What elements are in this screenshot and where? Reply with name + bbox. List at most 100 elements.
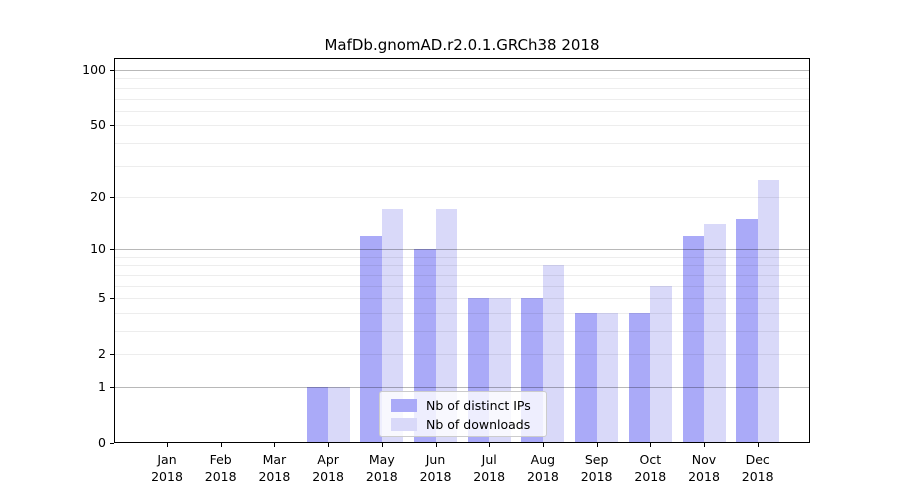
minor-gridline-50 [114, 125, 810, 127]
month-line: Feb [209, 452, 232, 467]
month-line: Mar [262, 452, 287, 467]
x-tick-label-dec: Dec 2018 [726, 451, 790, 485]
minor-gridline-9 [114, 256, 810, 258]
bar-apr-downloads [328, 386, 350, 443]
minor-gridline-4 [114, 312, 810, 314]
x-tick-label-mar: Mar 2018 [242, 451, 306, 485]
bar-may-ips [360, 235, 382, 443]
x-tick-label-sep: Sep 2018 [565, 451, 629, 485]
minor-gridline-5 [114, 298, 810, 300]
bar-dec-downloads [757, 179, 780, 443]
bar-apr-ips [306, 386, 329, 443]
minor-gridline-90 [114, 78, 810, 80]
y-tick-label-20: 20 [90, 188, 106, 204]
year-line: 2018 [204, 469, 237, 484]
x-tickmark-mar [274, 443, 276, 447]
x-tickmark-feb [220, 443, 222, 447]
bar-oct-ips [628, 312, 651, 443]
month-line: Sep [584, 452, 609, 467]
minor-gridline-2 [114, 354, 810, 356]
y-tickmark-0 [110, 443, 114, 444]
y-tick-label-50: 50 [90, 117, 106, 133]
x-tick-label-nov: Nov 2018 [672, 451, 736, 485]
legend-item-ips: Nb of distinct IPs [391, 396, 546, 415]
y-tickmark-10 [110, 249, 114, 251]
x-tick-label-apr: Apr 2018 [296, 451, 360, 485]
legend-label-distinct-ips: Nb of distinct IPs [426, 398, 531, 413]
year-line: 2018 [580, 469, 613, 484]
month-line: Oct [639, 452, 662, 467]
bar-nov-ips [682, 235, 704, 443]
minor-gridline-30 [114, 165, 810, 167]
y-tick-label-5: 5 [98, 290, 106, 306]
minor-gridline-3 [114, 331, 810, 332]
bar-dec-ips [736, 218, 758, 443]
chart-title: MafDb.gnomAD.r2.0.1.GRCh38 2018 [324, 36, 600, 54]
legend-label-downloads: Nb of downloads [426, 417, 531, 432]
y-tick-label-100: 100 [82, 62, 106, 77]
minor-gridline-6 [114, 285, 810, 287]
minor-gridline-60 [114, 110, 810, 112]
y-tick-label-2: 2 [98, 346, 106, 362]
month-line: Nov [691, 452, 717, 467]
y-tickmark-100 [110, 70, 114, 71]
y-tickmark-5 [110, 298, 114, 300]
month-line: Jan [157, 452, 177, 467]
major-gridline-1 [114, 387, 810, 388]
bar-aug-downloads [542, 265, 565, 443]
year-line: 2018 [634, 469, 667, 484]
minor-gridline-7 [114, 274, 810, 276]
minor-gridline-80 [114, 87, 810, 89]
y-tickmark-2 [110, 354, 114, 356]
minor-gridline-40 [114, 142, 810, 144]
year-line: 2018 [151, 469, 183, 484]
year-line: 2018 [473, 469, 506, 484]
month-line: Apr [317, 452, 339, 467]
y-tickmark-50 [110, 125, 114, 127]
x-tickmark-jun [435, 443, 437, 447]
x-tickmark-oct [650, 443, 652, 447]
x-tickmark-jan [167, 443, 168, 447]
x-tickmark-nov [704, 443, 705, 447]
y-tick-label-10: 10 [90, 241, 106, 257]
x-tick-label-jul: Jul 2018 [457, 451, 521, 485]
x-tick-label-feb: Feb 2018 [189, 451, 253, 485]
bar-jun-downloads [435, 209, 457, 443]
legend-item-downloads: Nb of downloads [391, 415, 546, 434]
year-line: 2018 [526, 469, 559, 484]
month-line: Dec [745, 452, 770, 467]
x-tickmark-may [381, 443, 383, 447]
year-line: 2018 [365, 469, 398, 484]
bar-sep-downloads [596, 312, 619, 443]
year-line: 2018 [312, 469, 344, 484]
plot-area [114, 58, 810, 443]
x-tick-label-oct: Oct 2018 [618, 451, 682, 485]
x-tickmark-sep [596, 443, 598, 447]
y-tickmark-1 [110, 387, 114, 388]
y-tick-label-1: 1 [98, 379, 106, 394]
legend-swatch-downloads [391, 418, 417, 431]
y-tick-label-0: 0 [98, 435, 106, 450]
minor-gridline-20 [114, 196, 810, 198]
x-tickmark-apr [328, 443, 330, 447]
major-gridline-10 [114, 249, 810, 251]
x-tick-label-jun: Jun 2018 [404, 451, 468, 485]
year-line: 2018 [741, 469, 774, 484]
minor-gridline-8 [114, 265, 810, 267]
x-tick-label-may: May 2018 [350, 451, 414, 485]
month-line: Jul [481, 452, 497, 467]
month-line: Aug [530, 452, 556, 467]
month-line: May [368, 452, 395, 467]
bar-nov-downloads [704, 224, 726, 443]
bar-may-downloads [381, 209, 404, 443]
y-tickmark-20 [110, 196, 114, 198]
bar-sep-ips [575, 312, 597, 443]
legend-swatch-distinct-ips [391, 399, 417, 412]
bar-oct-downloads [650, 285, 672, 443]
year-line: 2018 [258, 469, 291, 484]
year-line: 2018 [688, 469, 720, 484]
x-tickmark-aug [542, 443, 544, 447]
x-tick-label-aug: Aug 2018 [511, 451, 575, 485]
legend: Nb of distinct IPs Nb of downloads [379, 391, 547, 437]
